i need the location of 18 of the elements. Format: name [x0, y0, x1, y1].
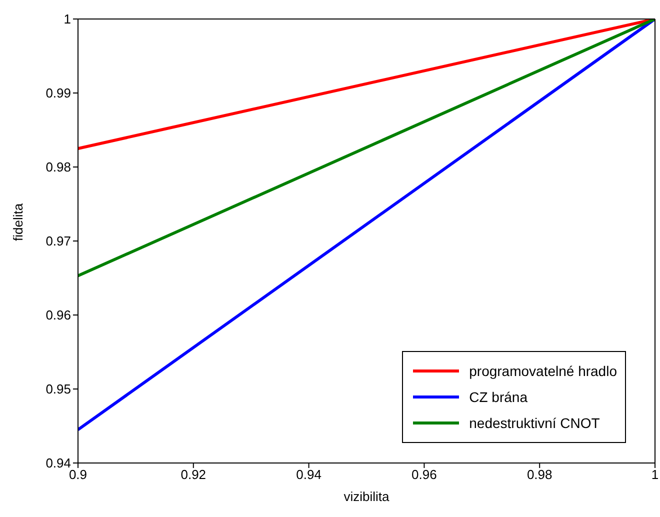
- y-tick-label: 0.96: [46, 308, 71, 323]
- legend-label: nedestruktivní CNOT: [469, 415, 600, 431]
- y-tick-label: 0.94: [46, 456, 71, 471]
- x-tick-label: 0.94: [296, 467, 322, 482]
- x-tick-label: 1: [651, 467, 659, 482]
- x-tick-label: 0.96: [412, 467, 437, 482]
- y-tick-label: 1: [64, 12, 71, 27]
- x-axis-title: vizibilita: [344, 489, 390, 504]
- y-axis-title: fidelita: [10, 202, 26, 241]
- x-tick-label: 0.98: [526, 467, 552, 482]
- x-tick-label: 0.92: [180, 467, 206, 482]
- x-tick-label: 0.9: [68, 467, 88, 482]
- legend-label: programovatelné hradlo: [469, 363, 617, 379]
- y-tick-label: 0.99: [46, 86, 71, 101]
- legend-label: CZ brána: [469, 389, 528, 405]
- y-tick-label: 0.95: [46, 382, 71, 397]
- y-tick-label: 0.97: [46, 234, 71, 249]
- y-tick-label: 0.98: [46, 160, 71, 175]
